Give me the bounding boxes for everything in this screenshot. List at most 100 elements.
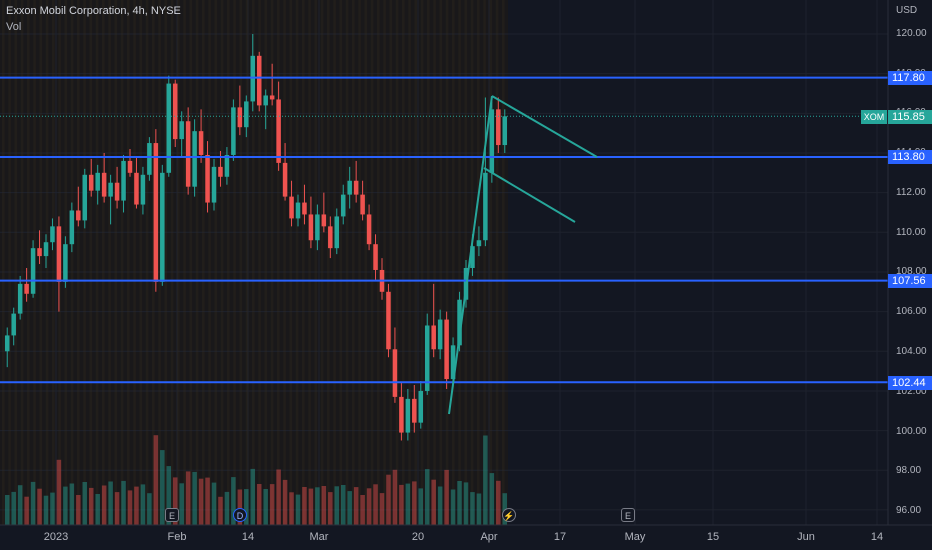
session-stripe (358, 0, 361, 525)
session-stripe (270, 0, 274, 525)
candle-body (30, 248, 36, 294)
volume-bar (244, 489, 249, 525)
session-stripe (483, 0, 486, 525)
candle-body (198, 131, 204, 155)
session-stripe (8, 0, 11, 525)
session-stripe (383, 0, 386, 525)
price-tick: 102.00 (896, 386, 927, 397)
trend-drawings[interactable] (448, 95, 598, 415)
dividend-event-icon[interactable]: D (233, 508, 247, 522)
volume-bar (172, 477, 178, 525)
candle-body (69, 210, 75, 245)
candle-body (450, 345, 456, 380)
current-price-label: 115.85 (888, 110, 932, 124)
volume-indicator-label[interactable]: Vol (6, 21, 22, 33)
flash-event-icon[interactable]: ⚡ (502, 508, 516, 522)
session-stripe (252, 0, 255, 525)
session-stripe (189, 0, 193, 525)
volume-bar (50, 492, 55, 525)
volume-bar (450, 489, 456, 525)
hline-price-label[interactable]: 107.56 (888, 274, 932, 288)
volume-bar (386, 474, 391, 525)
candle-body (386, 291, 391, 350)
volume-bar (476, 493, 482, 525)
volume-bar (11, 491, 16, 525)
session-stripe (302, 0, 305, 525)
session-stripe (158, 0, 161, 525)
candle-body (392, 349, 398, 397)
candle-body (205, 154, 210, 203)
hline-price-label[interactable]: 113.80 (888, 150, 932, 164)
volume-bar (444, 469, 449, 525)
candle-body (444, 319, 449, 380)
candle-body (496, 109, 501, 146)
volume-bar (302, 487, 307, 525)
volume-bar (399, 484, 404, 525)
volume-bar (88, 487, 94, 525)
session-stripe (439, 0, 443, 525)
candle-body (476, 240, 482, 247)
candle-body (295, 202, 301, 219)
candle-body (17, 283, 23, 314)
volume-bar (289, 492, 294, 525)
candle-body (412, 398, 417, 423)
symbol-title[interactable]: Exxon Mobil Corporation, 4h, NYSE (6, 5, 181, 17)
session-stripe (152, 0, 155, 525)
candle-body (360, 194, 365, 215)
candle-body (347, 180, 352, 195)
trend-line-down-upper[interactable] (491, 95, 598, 158)
volume-bar (405, 483, 411, 525)
time-tick: Mar (309, 531, 329, 543)
volume-bar (437, 486, 443, 525)
candle-body (366, 214, 372, 245)
session-stripe (214, 0, 218, 525)
session-stripe (389, 0, 393, 525)
volume-bar (470, 492, 475, 525)
volume-bar (108, 481, 113, 525)
session-stripe (208, 0, 211, 525)
session-stripe (352, 0, 355, 525)
candle-body (82, 174, 88, 221)
candle-body (470, 246, 475, 268)
candle-body (353, 180, 359, 195)
session-stripe (39, 0, 43, 525)
session-stripe (458, 0, 461, 525)
candle-body (269, 95, 275, 100)
currency-label[interactable]: USD (896, 5, 918, 16)
trend-line-down-lower[interactable] (483, 167, 576, 223)
price-tick: 108.00 (896, 266, 927, 277)
volume-bar (418, 488, 424, 525)
volume-bar (231, 477, 236, 525)
volume-bar (153, 435, 159, 525)
volume-bar (43, 495, 49, 525)
volume-bar (63, 486, 68, 525)
time-tick: 2023 (43, 531, 69, 543)
earnings-event-icon[interactable]: E (621, 508, 635, 522)
candle-body (114, 182, 120, 201)
earnings-event-icon[interactable]: E (165, 508, 179, 522)
session-stripe (289, 0, 293, 525)
volume-bar (147, 493, 152, 525)
time-tick: 20 (411, 531, 425, 543)
volume-bar (379, 493, 385, 525)
candle-body (399, 396, 404, 433)
candle-body (134, 172, 139, 205)
hline-price-label[interactable]: 102.44 (888, 376, 932, 390)
candle-body (276, 99, 281, 163)
hline-price-label[interactable]: 117.80 (888, 71, 932, 85)
candle-body (237, 107, 243, 128)
volume-bar (282, 479, 288, 525)
trend-line-up[interactable] (448, 95, 493, 415)
volume-bar (315, 487, 320, 525)
ticker-label: XOM (861, 110, 887, 124)
session-stripe (370, 0, 374, 525)
candle-body (321, 214, 327, 227)
candle-body (50, 226, 55, 243)
candle-body (282, 162, 288, 197)
session-stripe (408, 0, 411, 525)
time-tick: Feb (167, 531, 187, 543)
candle-body (224, 154, 230, 177)
horizontal-lines[interactable] (0, 76, 888, 384)
volume-bar (224, 491, 230, 525)
